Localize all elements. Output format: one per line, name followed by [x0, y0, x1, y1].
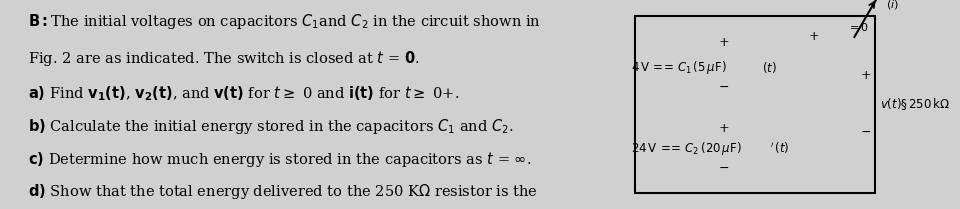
Text: $24\,\mathrm{V}{\,=\!\!=\,}C_2\,(20\,\mu\mathrm{F})$: $24\,\mathrm{V}{\,=\!\!=\,}C_2\,(20\,\mu… — [631, 140, 741, 157]
Text: $\mathbf{b)}$ Calculate the initial energy stored in the capacitors $C_1$ and $C: $\mathbf{b)}$ Calculate the initial ener… — [29, 117, 515, 136]
Bar — [636, 17, 876, 192]
Text: $(t)$: $(t)$ — [762, 60, 778, 75]
Text: $v(t){\S}\,250\,\mathrm{k\Omega}$: $v(t){\S}\,250\,\mathrm{k\Omega}$ — [879, 97, 950, 112]
Text: +: + — [808, 30, 819, 43]
Text: $(i)$: $(i)$ — [886, 0, 900, 11]
Text: $\mathbf{a)}$ Find $\mathbf{v_1(t)}$, $\mathbf{v_2(t)}$, and $\mathbf{v(t)}$ for: $\mathbf{a)}$ Find $\mathbf{v_1(t)}$, $\… — [29, 84, 460, 103]
Text: $\mathbf{d)}$ Show that the total energy delivered to the 250 K$\Omega$ resistor: $\mathbf{d)}$ Show that the total energy… — [29, 182, 539, 201]
Text: $'\,(t)$: $'\,(t)$ — [770, 141, 789, 156]
Text: $-$: $-$ — [860, 125, 872, 138]
Text: $= 0$: $= 0$ — [847, 21, 869, 33]
Text: Fig. 2 are as indicated. The switch is closed at $t$ = $\mathbf{0}$.: Fig. 2 are as indicated. The switch is c… — [29, 49, 420, 68]
Text: $\mathbf{c)}$ Determine how much energy is stored in the capacitors as $t$ = $\i: $\mathbf{c)}$ Determine how much energy … — [29, 150, 532, 169]
Text: $-$: $-$ — [718, 79, 730, 92]
Text: $\mathbf{B:}$The initial voltages on capacitors $C_1$and $C_2$ in the circuit sh: $\mathbf{B:}$The initial voltages on cap… — [29, 12, 541, 31]
Text: +: + — [719, 36, 730, 50]
Text: $-$: $-$ — [718, 161, 730, 173]
Text: +: + — [860, 69, 871, 82]
Text: $4\,\mathrm{V}{\,=\!\!=\,}C_1\,(5\,\mu\mathrm{F})$: $4\,\mathrm{V}{\,=\!\!=\,}C_1\,(5\,\mu\m… — [631, 59, 727, 76]
Text: +: + — [719, 122, 730, 135]
